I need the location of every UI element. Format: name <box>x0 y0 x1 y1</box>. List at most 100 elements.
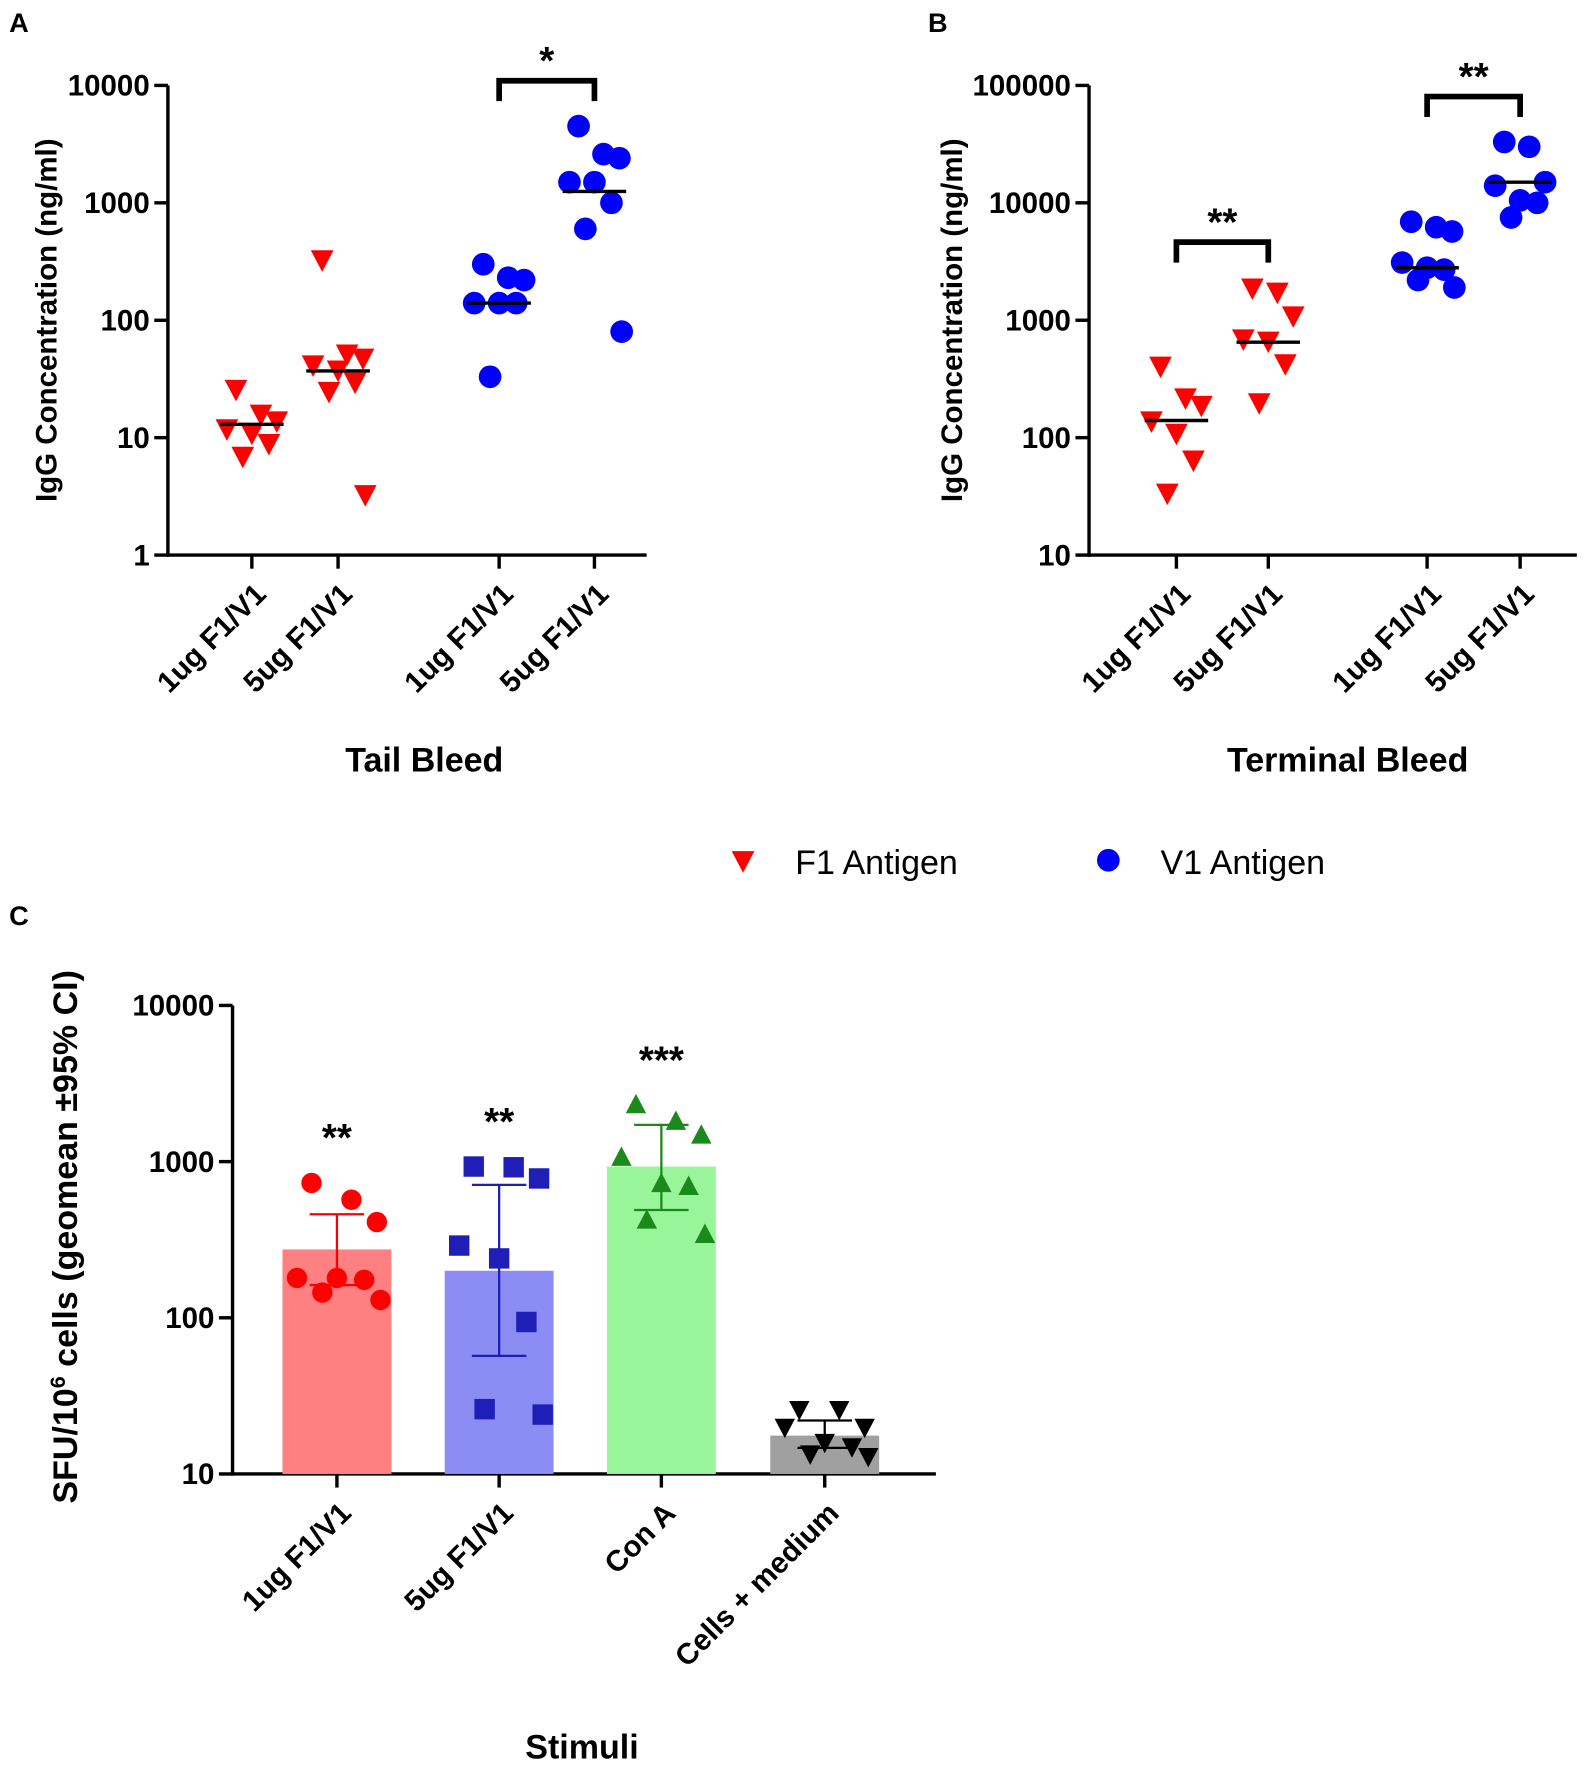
data-point <box>240 423 264 446</box>
data-point <box>829 1400 850 1421</box>
data-point <box>665 1110 687 1130</box>
significance-label: ** <box>1207 201 1237 244</box>
y-tick-label: 1000 <box>149 1146 215 1179</box>
data-point <box>463 1156 484 1177</box>
data-point <box>608 146 631 170</box>
data-point <box>1406 268 1430 292</box>
data-point <box>1525 191 1549 215</box>
data-point <box>516 1311 537 1333</box>
data-point <box>301 355 325 377</box>
data-point <box>528 1168 550 1189</box>
y-tick-label: 100 <box>1022 422 1071 455</box>
significance-label: ** <box>322 1117 352 1160</box>
data-point <box>312 1282 333 1303</box>
y-tick-label: 100000 <box>973 70 1071 103</box>
significance-label: * <box>539 40 554 83</box>
data-point <box>1231 329 1255 351</box>
x-axis-label: Stimuli <box>525 1729 638 1767</box>
data-point <box>215 419 239 441</box>
y-axis-label-part: SFU/10 <box>47 1388 85 1503</box>
data-point <box>1165 423 1188 446</box>
significance-label: ** <box>1459 56 1489 99</box>
data-point <box>854 1418 875 1439</box>
data-point <box>610 320 634 343</box>
y-tick-label: 10 <box>117 422 150 455</box>
x-tick-label: Con A <box>598 1496 682 1580</box>
data-point <box>574 217 597 241</box>
data-point <box>1517 135 1541 159</box>
data-point <box>841 1438 863 1458</box>
x-axis-label: Tail Bleed <box>345 742 503 780</box>
data-point <box>471 252 495 276</box>
data-point <box>512 268 536 292</box>
y-axis-label: IgG Concentration (ng/ml) <box>936 138 969 502</box>
data-point <box>1182 450 1205 473</box>
y-axis-label: IgG Concentration (ng/ml) <box>31 138 64 502</box>
data-point <box>694 1223 716 1243</box>
y-axis-label-part: 6 <box>45 1376 70 1388</box>
data-point <box>532 1404 553 1425</box>
data-point <box>691 1124 712 1144</box>
legend-marker <box>1096 848 1120 872</box>
data-point <box>310 250 334 272</box>
y-tick-label: 100 <box>101 304 150 337</box>
data-point <box>1499 206 1523 229</box>
data-point <box>1266 282 1289 305</box>
data-point <box>567 114 590 138</box>
data-point <box>353 1269 375 1291</box>
data-point <box>341 1189 362 1210</box>
data-point <box>1241 278 1264 300</box>
data-point <box>1174 388 1197 410</box>
data-point <box>1432 258 1456 281</box>
data-point <box>343 372 367 395</box>
data-point <box>1390 251 1414 274</box>
y-tick-label: 10000 <box>132 990 214 1023</box>
data-point <box>353 485 377 507</box>
data-point <box>858 1447 879 1468</box>
data-point <box>678 1175 699 1195</box>
legend-marker <box>731 851 755 873</box>
data-point <box>636 1209 658 1229</box>
y-tick-label: 10000 <box>68 70 150 103</box>
y-tick-label: 1000 <box>1005 304 1071 337</box>
data-point <box>1440 220 1464 243</box>
bar <box>606 1166 716 1474</box>
y-tick-label: 1000 <box>84 187 150 220</box>
significance-label: *** <box>639 1039 684 1082</box>
data-point <box>478 365 502 389</box>
data-point <box>583 170 606 194</box>
data-point <box>1155 483 1179 506</box>
data-point <box>351 348 375 371</box>
data-point <box>625 1093 647 1114</box>
data-point <box>503 1157 524 1178</box>
data-point <box>1273 354 1297 376</box>
y-axis-label-part: cells (geomean ±95% CI) <box>47 970 85 1376</box>
data-point <box>799 1445 821 1465</box>
data-point <box>1492 130 1516 154</box>
data-point <box>224 379 248 402</box>
data-point <box>301 1172 322 1194</box>
data-point <box>1483 174 1507 198</box>
data-point <box>611 1146 632 1166</box>
significance-label: ** <box>484 1101 514 1144</box>
data-point <box>257 433 281 456</box>
data-point <box>449 1235 470 1256</box>
y-tick-label: 100 <box>165 1302 214 1335</box>
data-point <box>370 1289 391 1311</box>
data-point <box>1281 306 1305 328</box>
data-point <box>1508 189 1532 212</box>
data-point <box>1399 210 1423 234</box>
data-point <box>286 1267 308 1289</box>
y-tick-label: 1 <box>133 539 149 572</box>
x-tick-label: 5ug F1/V1 <box>398 1496 520 1618</box>
data-point <box>1247 393 1271 415</box>
data-point <box>231 446 255 469</box>
data-point <box>474 1398 495 1420</box>
legend-label: V1 Antigen <box>1161 844 1326 882</box>
significance-bracket <box>1173 239 1272 263</box>
y-tick-label: 10000 <box>989 187 1071 220</box>
panel-label: C <box>9 900 29 931</box>
data-point <box>317 381 341 404</box>
y-axis-label: SFU/106 cells (geomean ±95% CI) <box>45 970 85 1504</box>
